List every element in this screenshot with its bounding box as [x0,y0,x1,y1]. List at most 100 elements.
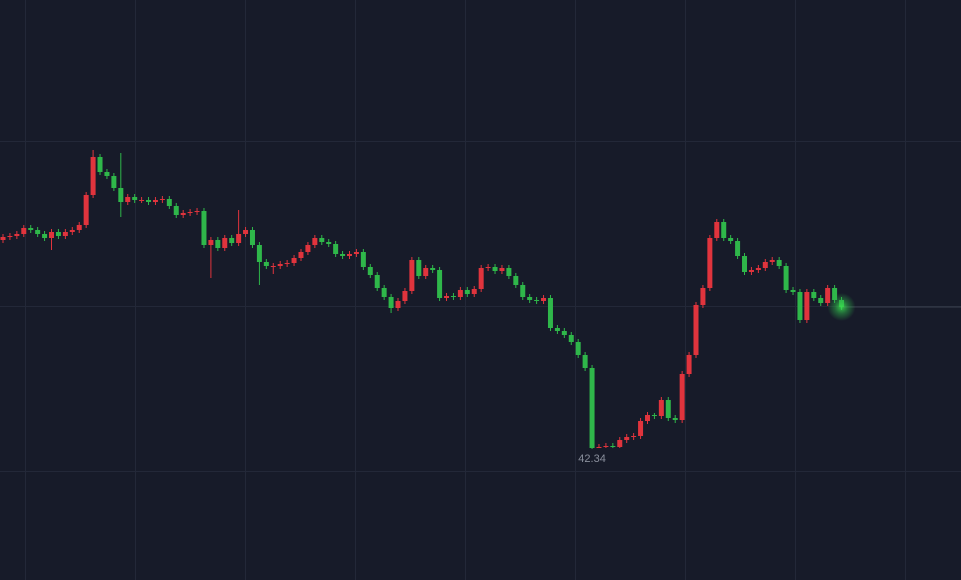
candle-body [409,260,415,291]
candle-body [464,290,470,294]
candle-body [735,241,741,256]
candle-body [35,230,41,234]
candle-body [832,288,838,300]
candle-body [139,200,145,201]
candle-body [222,238,228,248]
candle-body [686,355,692,374]
candle-body [277,264,283,266]
candle-body [554,328,560,331]
candle-body [97,157,103,172]
candle-body [541,298,547,301]
candle-body [492,267,498,271]
candle-body [423,268,429,276]
candle-body [658,400,664,416]
candle-body [430,268,436,270]
candle-body [624,437,630,440]
candle-body [665,400,671,418]
candle-body [76,225,82,230]
candle-body [353,252,359,254]
candle-body [825,288,831,303]
candle-body [748,270,754,272]
candle-body [118,188,124,202]
candle-body [527,297,533,300]
candle-body [298,252,304,258]
candle-body [471,289,477,294]
candle-body [270,266,276,267]
candle-body [236,234,242,243]
candle-body [561,331,567,335]
candle-body [506,268,512,276]
candle-body [450,296,456,297]
candle-body [215,240,221,248]
candle-body [617,440,623,447]
candle-body [305,245,311,252]
candle-body [534,300,540,301]
candle-body [513,276,519,285]
candle-body [582,355,588,368]
candle-body [742,256,748,272]
candle-body [457,290,463,297]
candle-body [644,415,650,421]
candle-body [437,270,443,298]
candle-body [104,172,110,176]
candle-body [55,232,61,236]
candle-body [159,199,165,200]
candle-body [728,238,734,241]
candle-body [125,197,131,202]
candle-body [721,222,727,238]
candle-body [347,254,352,256]
candle-body [21,228,27,234]
candle-body [755,268,761,270]
candle-body [776,260,782,266]
candle-body [610,446,616,447]
candle-body [596,447,602,448]
candle-body [62,232,68,236]
candle-body [638,421,644,436]
candle-body [208,240,214,245]
candle-body [769,260,775,262]
candle-body [7,236,13,237]
candle-body [416,260,422,276]
candle-body [485,267,491,268]
candle-body [0,237,6,240]
candle-body [152,200,158,202]
candle-body [180,213,186,215]
candle-body [326,242,332,244]
low-price-label: 42.34 [578,453,606,465]
candle-body [28,228,34,230]
candle-body [679,374,685,420]
candle-body [374,275,380,288]
candle-body [229,238,235,243]
candle-body [49,232,55,238]
candle-body [132,197,138,200]
candle-body [367,267,373,275]
candle-body [651,415,657,416]
candle-body [263,262,269,266]
candle-body [249,230,255,245]
candle-body [395,301,401,308]
candle-body [700,288,706,305]
candle-body [194,211,200,212]
candle-body [520,285,526,297]
candle-body [166,199,172,206]
candle-body [693,305,699,355]
candle-body [811,292,817,298]
candle-body [603,446,609,447]
candle-body [187,212,193,213]
live-glow [827,293,856,321]
candle-body [762,262,768,268]
candle-body [444,296,450,298]
candle-body [42,234,48,238]
candle-body [818,298,824,303]
candle-body [173,206,179,215]
candle-body [333,244,339,254]
candle-body [589,368,595,448]
candle-body [547,298,553,328]
candle-body [14,234,20,236]
candle-body [381,288,387,297]
candle-body [672,418,678,420]
candle-body [790,290,796,292]
candle-body [111,176,117,188]
candle-body [291,258,297,263]
